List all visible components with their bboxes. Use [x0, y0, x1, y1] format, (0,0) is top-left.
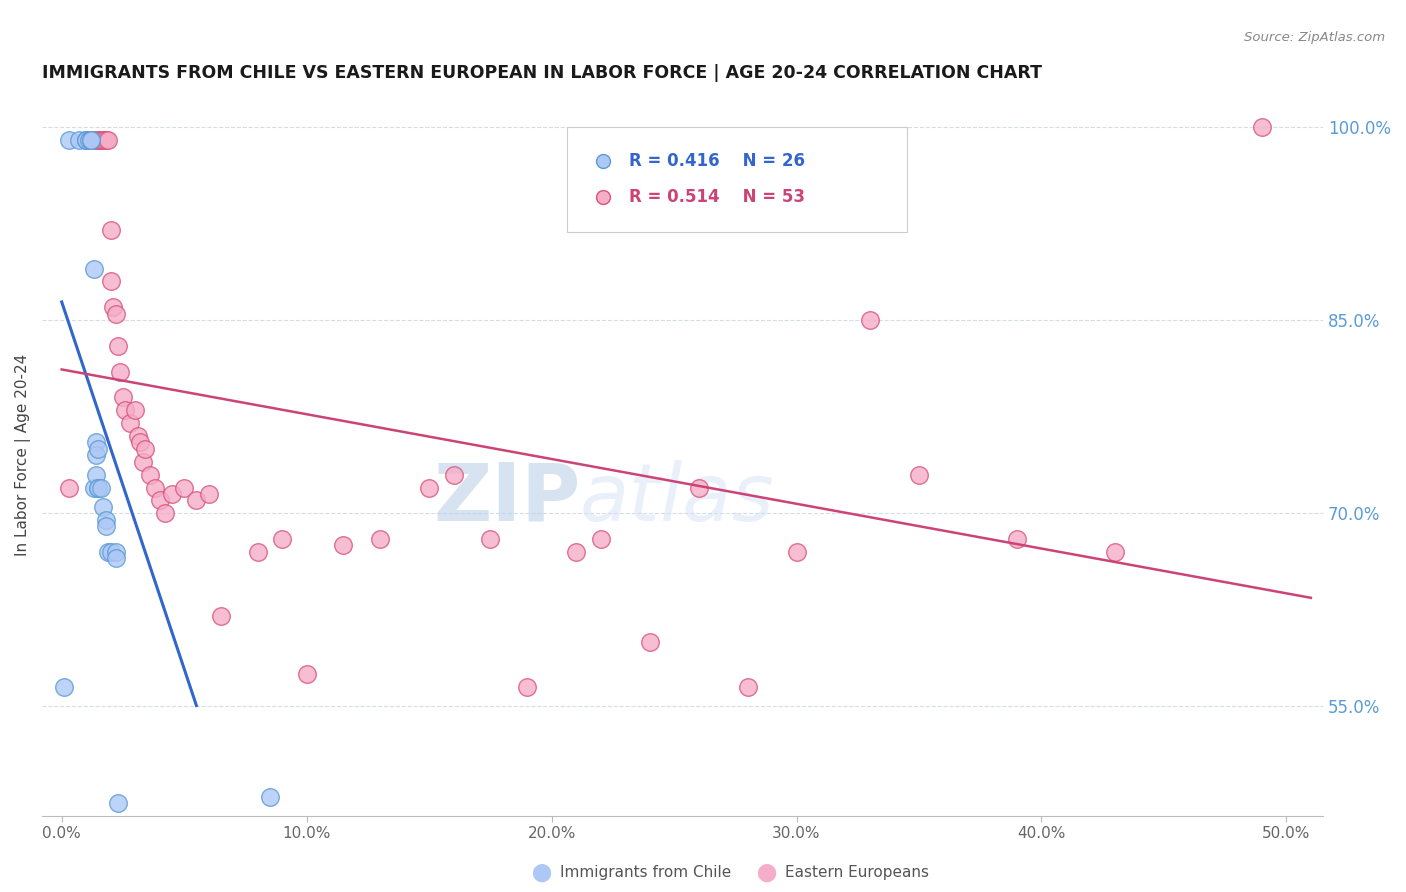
- Text: ⬤: ⬤: [531, 863, 551, 881]
- Point: [139, 467, 162, 482]
- Text: Immigrants from Chile: Immigrants from Chile: [560, 865, 731, 880]
- Point: [129, 435, 152, 450]
- Text: R = 0.416    N = 26: R = 0.416 N = 26: [628, 152, 804, 170]
- Point: [271, 532, 294, 546]
- Text: R = 0.514    N = 53: R = 0.514 N = 53: [628, 188, 804, 206]
- Point: [516, 680, 538, 694]
- Point: [443, 467, 465, 482]
- Point: [97, 545, 120, 559]
- Point: [83, 133, 105, 147]
- Point: [75, 133, 97, 147]
- Point: [173, 481, 195, 495]
- Text: IMMIGRANTS FROM CHILE VS EASTERN EUROPEAN IN LABOR FORCE | AGE 20-24 CORRELATION: IMMIGRANTS FROM CHILE VS EASTERN EUROPEA…: [42, 64, 1042, 82]
- Point: [638, 635, 661, 649]
- Point: [1251, 120, 1274, 134]
- Point: [93, 133, 115, 147]
- Point: [94, 513, 117, 527]
- Point: [83, 481, 105, 495]
- Point: [90, 133, 112, 147]
- Point: [97, 133, 120, 147]
- Point: [75, 133, 97, 147]
- Y-axis label: In Labor Force | Age 20-24: In Labor Force | Age 20-24: [15, 354, 31, 557]
- Point: [479, 532, 502, 546]
- Point: [209, 609, 232, 624]
- Point: [58, 133, 80, 147]
- Point: [859, 313, 882, 327]
- Point: [100, 545, 122, 559]
- Point: [104, 545, 127, 559]
- Point: [100, 275, 122, 289]
- Point: [737, 680, 759, 694]
- Point: [246, 545, 269, 559]
- Point: [53, 680, 76, 694]
- Point: [418, 481, 440, 495]
- Point: [1005, 532, 1028, 546]
- Point: [565, 545, 588, 559]
- Point: [908, 467, 931, 482]
- Point: [259, 789, 281, 804]
- Point: [77, 133, 100, 147]
- Point: [101, 300, 124, 314]
- Point: [120, 416, 142, 430]
- Point: [131, 455, 153, 469]
- Point: [94, 133, 117, 147]
- Point: [84, 467, 107, 482]
- Point: [84, 435, 107, 450]
- Point: [58, 481, 80, 495]
- Point: [688, 481, 710, 495]
- Point: [332, 539, 354, 553]
- Point: [186, 493, 208, 508]
- Point: [87, 481, 110, 495]
- Text: Source: ZipAtlas.com: Source: ZipAtlas.com: [1244, 31, 1385, 45]
- Point: [111, 390, 134, 404]
- Point: [83, 261, 105, 276]
- Text: ZIP: ZIP: [433, 459, 581, 538]
- Point: [90, 481, 112, 495]
- Point: [100, 223, 122, 237]
- Point: [84, 448, 107, 462]
- Point: [153, 506, 176, 520]
- Point: [134, 442, 156, 456]
- Point: [75, 133, 97, 147]
- Point: [295, 667, 318, 681]
- Point: [127, 429, 149, 443]
- Point: [368, 532, 391, 546]
- Text: ⬤: ⬤: [756, 863, 776, 881]
- FancyBboxPatch shape: [568, 128, 907, 232]
- Point: [94, 519, 117, 533]
- Point: [110, 365, 132, 379]
- Point: [114, 403, 136, 417]
- Point: [93, 500, 115, 514]
- Point: [87, 133, 110, 147]
- Point: [786, 545, 808, 559]
- Point: [104, 307, 127, 321]
- Point: [160, 487, 183, 501]
- Text: Eastern Europeans: Eastern Europeans: [785, 865, 928, 880]
- Point: [589, 532, 612, 546]
- Point: [107, 339, 129, 353]
- Point: [87, 133, 110, 147]
- Text: atlas: atlas: [581, 459, 775, 538]
- Point: [104, 551, 127, 566]
- Point: [124, 403, 146, 417]
- Point: [80, 133, 103, 147]
- Point: [87, 481, 110, 495]
- Point: [143, 481, 166, 495]
- Point: [67, 133, 90, 147]
- Point: [80, 133, 103, 147]
- Point: [87, 442, 110, 456]
- Point: [1104, 545, 1126, 559]
- Point: [93, 133, 115, 147]
- Point: [107, 796, 129, 810]
- Point: [197, 487, 219, 501]
- Point: [149, 493, 172, 508]
